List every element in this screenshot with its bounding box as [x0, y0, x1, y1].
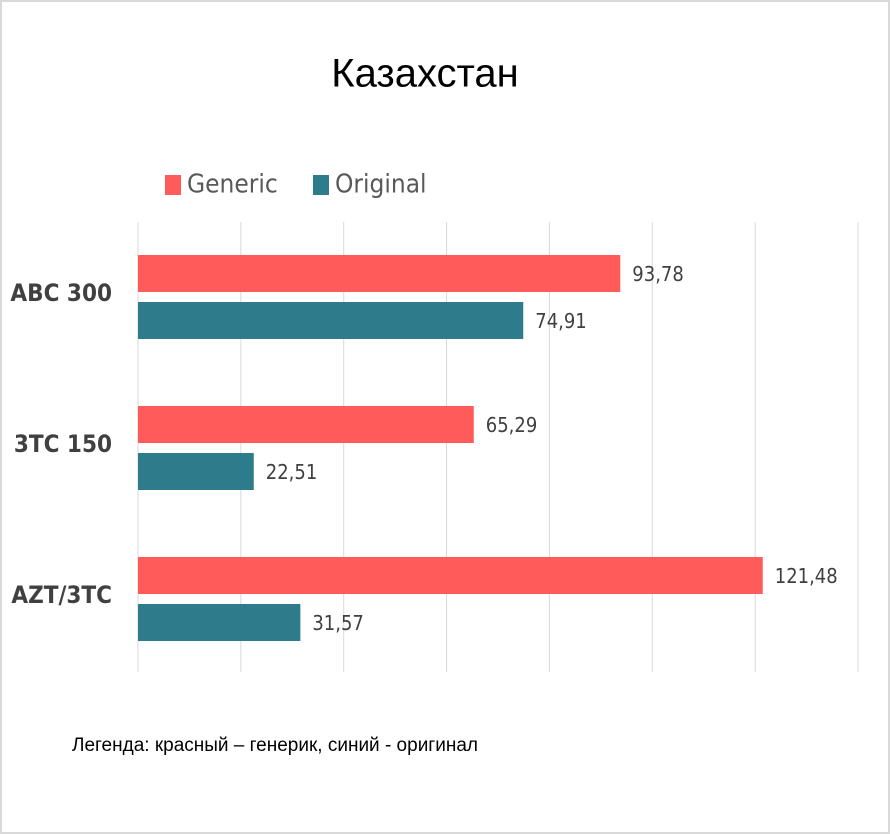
legend-swatch: [313, 175, 329, 195]
legend-swatch: [165, 175, 181, 195]
bar: [138, 302, 524, 339]
value-label: 65,29: [486, 413, 537, 437]
bar: [138, 557, 763, 594]
value-label: 31,57: [312, 611, 364, 635]
bar: [138, 406, 474, 443]
bar: [138, 255, 621, 292]
y-tick-label: ABC 300: [10, 279, 112, 307]
note: Легенда: красный – генерик, синий - ориг…: [72, 735, 478, 756]
bar: [138, 604, 301, 641]
value-label: 74,91: [535, 309, 587, 333]
value-label: 121,48: [775, 564, 838, 588]
y-tick-label: 3TC 150: [14, 430, 112, 458]
bar: [138, 453, 254, 490]
legend-label: Original: [335, 170, 427, 200]
value-label: 22,51: [266, 460, 318, 484]
value-label: 93,78: [632, 262, 684, 286]
legend-label: Generic: [187, 170, 278, 200]
y-tick-label: AZT/3TC: [11, 581, 112, 609]
chart-title: Казахстан: [331, 52, 518, 96]
